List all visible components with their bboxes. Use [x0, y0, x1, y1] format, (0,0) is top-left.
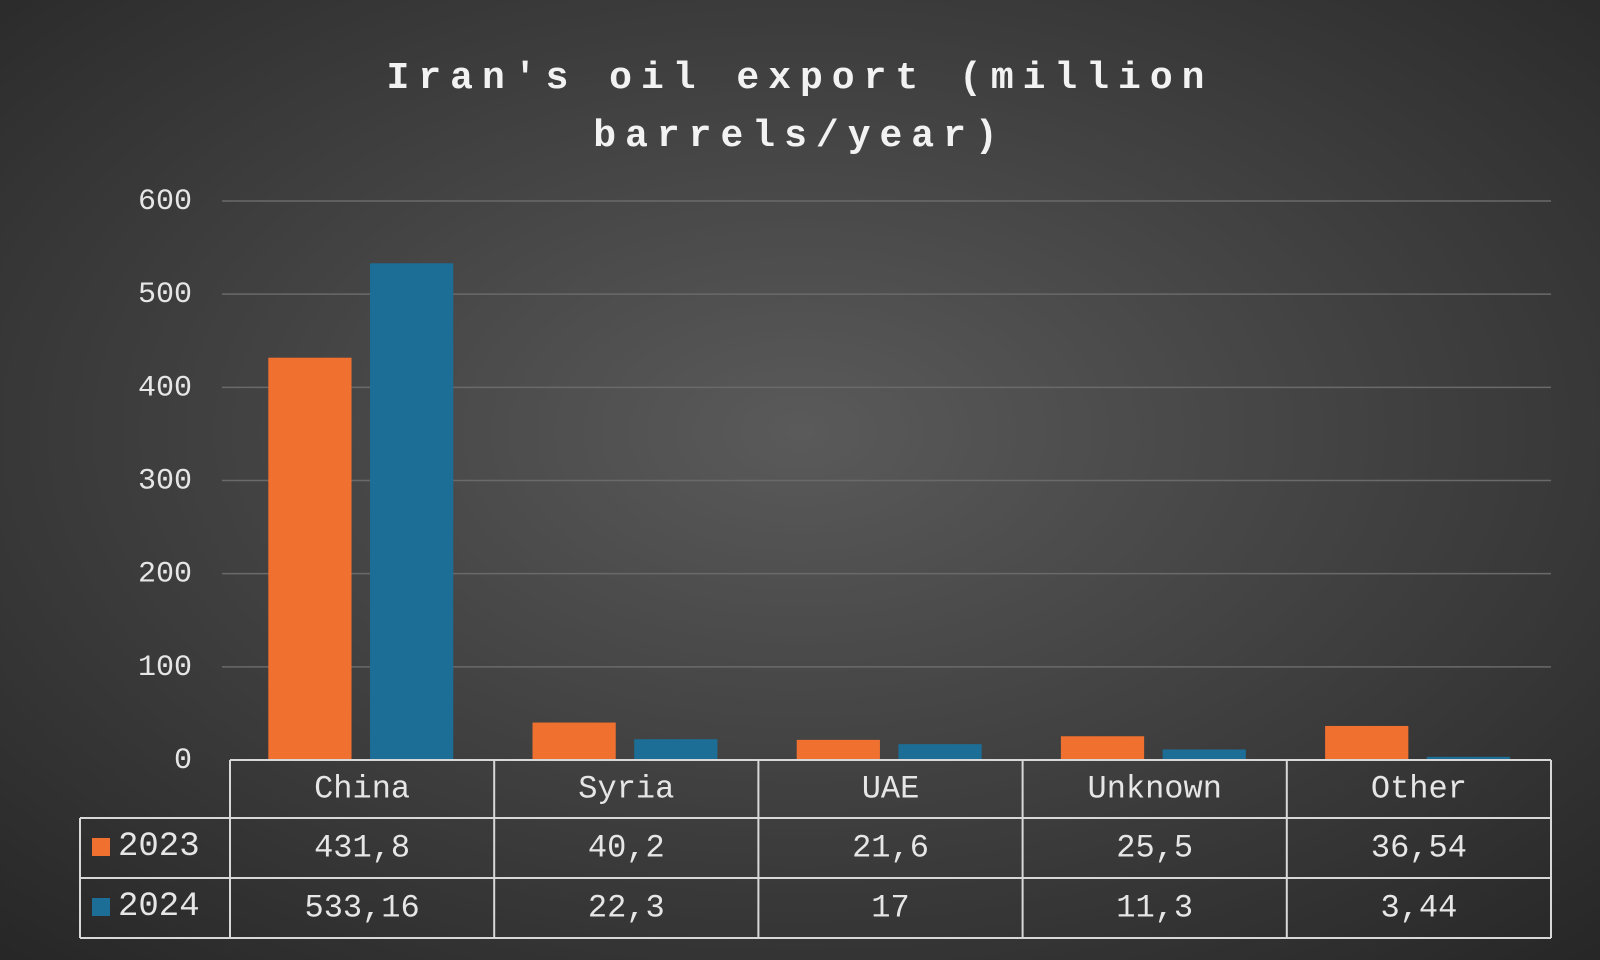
bar — [796, 739, 880, 760]
value-label: 11,3 — [1116, 889, 1193, 926]
legend-swatch — [92, 838, 110, 856]
x-tick-label: Syria — [578, 770, 674, 807]
legend-label: 2023 — [118, 828, 200, 866]
bar — [532, 722, 616, 760]
bar — [370, 263, 454, 760]
value-label: 533,16 — [304, 889, 419, 926]
y-tick-label: 0 — [174, 744, 192, 778]
legend-swatch — [92, 898, 110, 916]
value-label: 22,3 — [588, 889, 665, 926]
y-tick-label: 500 — [138, 278, 192, 312]
legend-label: 2024 — [118, 888, 200, 926]
y-tick-label: 300 — [138, 464, 192, 498]
bar — [634, 739, 718, 760]
bar — [898, 744, 982, 760]
y-tick-label: 600 — [138, 185, 192, 219]
y-tick-label: 200 — [138, 558, 192, 592]
bar — [1325, 725, 1409, 760]
bar — [1162, 749, 1246, 760]
value-label: 36,54 — [1371, 829, 1467, 866]
bar — [1060, 736, 1145, 760]
bar — [268, 357, 352, 760]
x-tick-label: Other — [1371, 770, 1467, 807]
value-label: 17 — [871, 889, 909, 926]
x-tick-label: Unknown — [1087, 770, 1221, 807]
value-label: 3,44 — [1380, 889, 1457, 926]
y-tick-label: 100 — [138, 651, 192, 685]
value-label: 25,5 — [1116, 829, 1193, 866]
x-tick-label: UAE — [862, 770, 920, 807]
value-label: 21,6 — [852, 829, 929, 866]
y-tick-label: 400 — [138, 371, 192, 405]
x-tick-label: China — [314, 770, 410, 807]
bar — [1426, 756, 1511, 760]
chart-title: Iran's oil export (million barrels/year) — [386, 57, 1214, 158]
value-label: 40,2 — [588, 829, 665, 866]
value-label: 431,8 — [314, 829, 410, 866]
